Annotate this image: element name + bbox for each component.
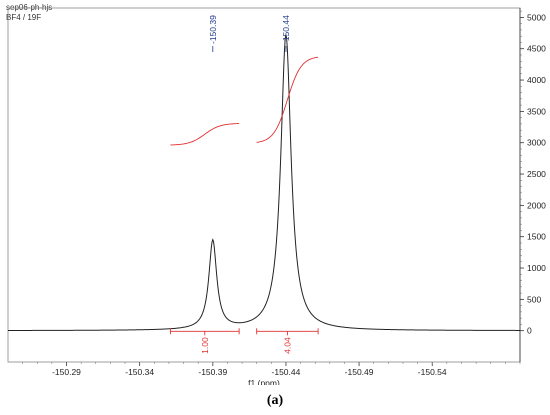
x-tick-label: -150.49 (345, 367, 374, 377)
integral-value-2: 4.04 (282, 337, 292, 354)
experiment-name: sep06-ph-hjs (6, 3, 53, 12)
y-tick-label: 2500 (527, 169, 546, 179)
y-tick-label: 500 (527, 294, 541, 304)
x-tick-label: -150.54 (418, 367, 447, 377)
x-tick-label: -150.44 (272, 367, 301, 377)
integral-curve-1 (170, 123, 240, 146)
spectrum-line (8, 34, 520, 331)
y-tick-label: 5000 (527, 12, 546, 22)
nmr-spectrum-chart: 0 500 1000 1500 2000 2500 3000 3500 4000 4500 5000… (7, 7, 546, 385)
y-tick-label: 4000 (527, 75, 546, 85)
peak-label-1: -150.39 (208, 15, 218, 44)
y-tick-label: 4500 (527, 44, 546, 54)
y-tick-label: 3000 (527, 138, 546, 148)
y-tick-label: 3500 (527, 106, 546, 116)
integral-value-1: 1.00 (200, 337, 210, 354)
x-tick-label: -150.34 (125, 367, 154, 377)
nucleus-label: BF4 / 19F (6, 13, 42, 22)
y-tick-label: 1500 (527, 232, 546, 242)
integral-curve-2 (256, 56, 319, 143)
y-tick-label: 0 (527, 326, 532, 336)
figure-label: (a) (266, 393, 284, 408)
x-tick-label: -150.39 (198, 367, 227, 377)
y-tick-label: 1000 (527, 263, 546, 273)
x-axis-label: f1 (ppm) (248, 378, 280, 385)
x-tick-label: -150.29 (52, 367, 81, 377)
y-tick-label: 2000 (527, 200, 546, 210)
peak-label-2: -150.44 (281, 15, 291, 44)
